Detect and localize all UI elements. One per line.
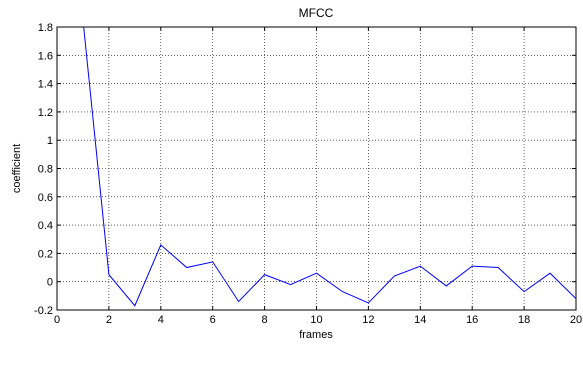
y-tick-labels: -0.2 0 0.2 0.4 0.6 0.8 1 1.2 1.4 1.6 1.8 — [34, 22, 53, 317]
x-axis-label: frames — [299, 329, 333, 341]
x-tick-label: 16 — [466, 314, 478, 326]
y-tick-label: 1.4 — [38, 79, 53, 91]
x-tick-label: 20 — [570, 314, 582, 326]
grid-lines — [57, 27, 576, 310]
x-tick-label: 12 — [362, 314, 374, 326]
x-tick-labels: 0 2 4 6 8 10 12 14 16 18 20 — [54, 314, 582, 326]
y-tick-label: -0.2 — [34, 305, 53, 317]
y-tick-label: 0.4 — [38, 220, 53, 232]
x-tick-label: 18 — [518, 314, 530, 326]
y-tick-label: 1.6 — [38, 50, 53, 62]
x-tick-label: 14 — [414, 314, 426, 326]
y-tick-label: 1.2 — [38, 107, 53, 119]
y-tick-label: 0 — [47, 277, 53, 289]
series-line — [83, 27, 576, 307]
x-tick-label: 4 — [158, 314, 164, 326]
x-tick-label: 0 — [54, 314, 60, 326]
x-tick-label: 2 — [106, 314, 112, 326]
axis-ticks — [56, 26, 577, 311]
y-tick-label: 0.6 — [38, 192, 53, 204]
y-tick-label: 1.8 — [38, 22, 53, 34]
x-tick-label: 6 — [210, 314, 216, 326]
x-tick-label: 10 — [310, 314, 322, 326]
series-group — [83, 27, 576, 307]
chart-title: MFCC — [299, 6, 334, 20]
y-tick-label: 0.2 — [38, 248, 53, 260]
y-axis-label: coefficient — [11, 144, 23, 193]
x-tick-label: 8 — [262, 314, 268, 326]
y-tick-label: 0.8 — [38, 164, 53, 176]
y-tick-label: 1 — [47, 135, 53, 147]
